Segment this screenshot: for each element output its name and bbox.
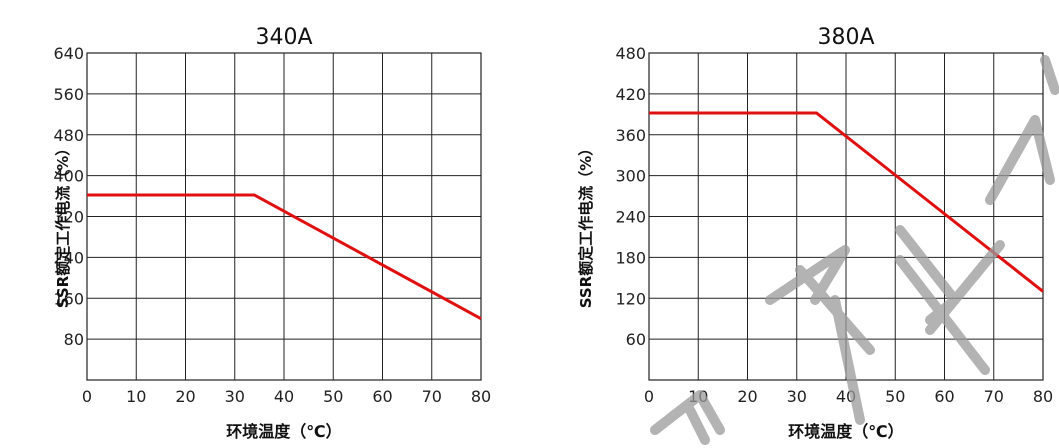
chart-title: 380A — [817, 25, 874, 50]
plot-frame — [86, 52, 482, 381]
y-tick-label: 420 — [615, 85, 646, 104]
chart-340a: 340A 0 10 20 30 40 50 60 70 80 80 160 240 320 400 480 56… — [53, 25, 491, 441]
y-tick-label: 560 — [53, 85, 84, 104]
series-line — [87, 193, 482, 321]
x-tick-label: 80 — [1033, 387, 1053, 406]
x-tick-label: 80 — [471, 387, 491, 406]
plot-frame — [648, 52, 1044, 381]
x-tick-label: 30 — [225, 387, 245, 406]
x-tick-label: 60 — [934, 387, 954, 406]
y-axis-label: SSR额定工作电流（%） — [54, 141, 72, 309]
x-tick-label: 0 — [644, 387, 654, 406]
y-tick-label: 320 — [53, 208, 84, 227]
y-tick-label: 480 — [53, 126, 84, 145]
y-tick-label: 180 — [615, 248, 646, 267]
y-tick-label: 60 — [626, 330, 646, 349]
x-tick-label: 0 — [82, 387, 92, 406]
watermark — [650, 55, 1059, 445]
x-tick-label: 60 — [372, 387, 392, 406]
y-tick-label: 240 — [53, 248, 84, 267]
y-tick-label: 640 — [53, 44, 84, 63]
y-axis-label: SSR额定工作电流（%） — [577, 141, 595, 309]
x-tick-label: 70 — [422, 387, 442, 406]
y-tick-label: 240 — [615, 208, 646, 227]
x-tick-label: 40 — [274, 387, 294, 406]
y-tick-label: 120 — [615, 289, 646, 308]
series-line — [649, 111, 1044, 293]
y-tick-label: 160 — [53, 289, 84, 308]
y-tick-label: 480 — [615, 44, 646, 63]
x-axis-label: 环境温度（℃） — [226, 422, 341, 441]
chart-title: 340A — [255, 25, 312, 50]
x-axis-label: 环境温度（℃） — [788, 422, 903, 441]
x-tick-label: 50 — [323, 387, 343, 406]
y-tick-label: 80 — [64, 330, 84, 349]
x-tick-label: 50 — [885, 387, 905, 406]
y-tick-label: 300 — [615, 167, 646, 186]
x-tick-label: 20 — [737, 387, 757, 406]
y-tick-label: 360 — [615, 126, 646, 145]
x-tick-label: 70 — [984, 387, 1004, 406]
x-tick-label: 30 — [787, 387, 807, 406]
x-tick-label: 10 — [126, 387, 146, 406]
y-tick-label: 400 — [53, 167, 84, 186]
x-tick-label: 20 — [175, 387, 195, 406]
